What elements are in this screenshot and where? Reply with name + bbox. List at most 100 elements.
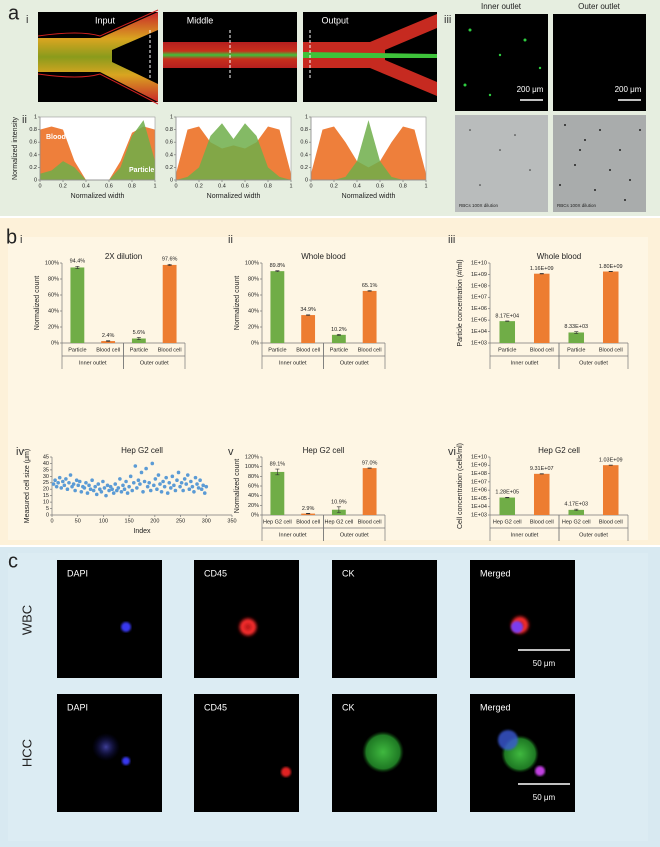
image-label: Input — [95, 15, 116, 25]
point — [181, 488, 185, 493]
point — [61, 479, 65, 484]
x-tick-label: Particle — [68, 347, 86, 353]
point — [185, 473, 190, 477]
y-tick-label: 1 — [305, 114, 308, 120]
y-tick-label: 0.4 — [300, 152, 308, 158]
bar — [568, 509, 585, 515]
y-tick-label: 1E+10 — [471, 260, 487, 266]
value-label: 65.1% — [362, 283, 378, 289]
y-axis-label: Cell concentration (cells/ml) — [457, 443, 464, 529]
y-tick-label: 1E+07 — [471, 295, 487, 301]
microscopy-output — [303, 12, 437, 102]
point — [125, 491, 130, 495]
x-tick-label: Hep G2 cell — [562, 519, 591, 525]
x-tick-label: 1 — [424, 183, 427, 189]
point — [196, 486, 201, 490]
y-tick-label: 5 — [46, 506, 49, 512]
area — [311, 126, 426, 180]
scale-bar-label: 50 μm — [533, 659, 556, 668]
point — [178, 484, 182, 489]
panel-b-inner — [8, 237, 648, 540]
bar — [131, 338, 146, 343]
bar — [301, 513, 316, 515]
bar — [533, 473, 550, 515]
decoration — [38, 12, 158, 102]
point — [150, 461, 155, 466]
area — [40, 120, 155, 180]
decoration — [529, 169, 531, 171]
x-tick-label: Particle — [130, 347, 148, 353]
channel-label: CK — [342, 702, 355, 712]
point — [68, 473, 73, 477]
error-bar — [275, 270, 280, 272]
point — [71, 482, 76, 486]
point — [94, 492, 99, 497]
decoration — [609, 169, 611, 171]
point — [73, 488, 77, 493]
value-label: 9.31E+07 — [530, 466, 554, 472]
y-tick-label: 15 — [43, 493, 49, 499]
x-axis-label: Normalized width — [207, 193, 261, 200]
bar — [101, 341, 116, 343]
point — [147, 480, 151, 485]
bar — [533, 273, 550, 343]
x-tick-label: Blood cell — [358, 519, 382, 525]
point — [65, 487, 70, 492]
error-bar — [106, 340, 111, 342]
decoration — [639, 129, 641, 131]
point — [59, 486, 64, 490]
y-tick-label: 1E+07 — [471, 479, 487, 485]
y-tick-label: 1E+04 — [471, 504, 487, 510]
decoration — [599, 129, 601, 131]
y-tick-label: 100% — [245, 260, 259, 266]
row-label: WBC — [19, 605, 34, 635]
y-tick-label: 40% — [248, 308, 259, 314]
point — [162, 484, 167, 489]
point — [77, 479, 82, 484]
bar — [362, 290, 377, 343]
value-label: 2.9% — [302, 506, 315, 512]
point — [158, 482, 162, 486]
point — [64, 477, 68, 481]
x-tick-label: 0.4 — [82, 183, 90, 189]
y-tick-label: 0 — [46, 512, 49, 518]
decoration — [468, 28, 472, 32]
point — [172, 483, 176, 488]
row-label: HCC — [19, 739, 34, 767]
point — [91, 488, 96, 493]
point — [156, 473, 161, 477]
y-tick-label: 1E+10 — [471, 454, 487, 460]
y-tick-label: 0.2 — [29, 165, 37, 171]
bar — [162, 264, 177, 343]
x-tick-label: 0.4 — [353, 183, 361, 189]
decoration — [619, 149, 621, 151]
y-tick-label: 0% — [251, 512, 259, 518]
decoration — [564, 124, 566, 126]
point — [195, 482, 199, 486]
y-tick-label: 30 — [43, 474, 49, 480]
x-tick-label: 0 — [38, 183, 41, 189]
group-label: Outer outlet — [140, 360, 169, 366]
y-tick-label: 20 — [43, 487, 49, 493]
value-label: 10.2% — [331, 327, 347, 333]
bar — [301, 315, 316, 343]
point — [84, 480, 88, 485]
decoration — [559, 124, 641, 201]
column-label: Inner outlet — [481, 2, 522, 11]
y-tick-label: 0.6 — [300, 140, 308, 146]
x-tick-label: 0.2 — [59, 183, 67, 189]
point — [161, 479, 165, 484]
bar — [499, 321, 516, 343]
point — [198, 478, 202, 483]
decoration — [122, 757, 130, 765]
x-tick-label: 1 — [153, 183, 156, 189]
image-caption: RBCs 100X dilution — [459, 203, 499, 208]
x-tick-label: Blood cell — [358, 347, 382, 353]
point — [138, 482, 142, 486]
point — [148, 488, 153, 493]
error-bar — [505, 496, 510, 499]
point — [175, 478, 179, 483]
point — [136, 478, 141, 483]
legend-label: Blood — [46, 134, 66, 141]
point — [189, 479, 193, 484]
